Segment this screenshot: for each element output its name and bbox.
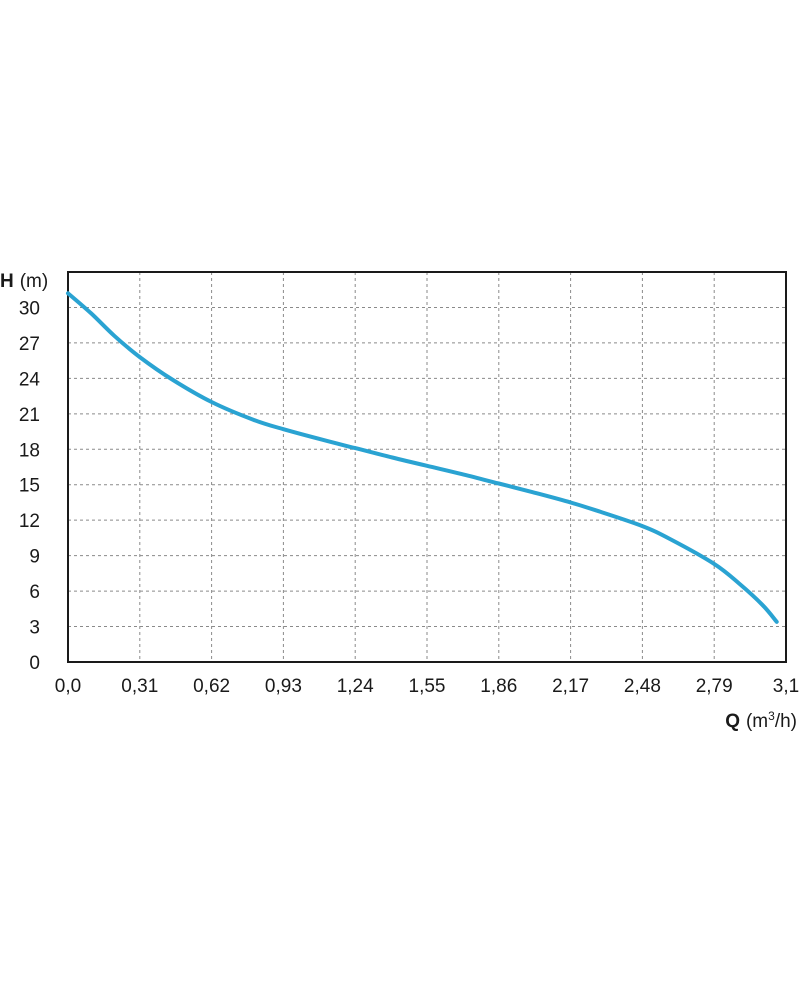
x-tick-label: 2,79 xyxy=(696,676,733,697)
pump-curve-line xyxy=(66,291,779,624)
y-axis-unit: (m) xyxy=(20,271,48,292)
x-axis-symbol: Q xyxy=(725,711,740,732)
y-tick-label: 18 xyxy=(19,440,40,461)
y-tick-label: 21 xyxy=(19,405,40,426)
x-tick-label: 2,48 xyxy=(624,676,661,697)
x-axis-unit-suffix: /h) xyxy=(775,711,797,732)
y-axis-symbol: H xyxy=(0,271,14,292)
plot-frame xyxy=(67,271,787,663)
y-tick-labels: 0 3 6 9 12 15 18 21 24 27 30 xyxy=(19,298,41,674)
y-tick-label: 27 xyxy=(19,334,40,355)
x-tick-label: 0,31 xyxy=(121,676,158,697)
y-tick-label: 6 xyxy=(29,582,40,603)
x-tick-label: 0,0 xyxy=(55,676,81,697)
series-group xyxy=(66,291,779,624)
x-tick-label: 2,17 xyxy=(552,676,589,697)
x-axis-unit-prefix: (m xyxy=(746,711,768,732)
x-tick-labels: 0,0 0,31 0,62 0,93 1,24 1,55 1,86 2,17 2,48 2,79 3… xyxy=(55,676,799,697)
y-tick-label: 24 xyxy=(19,369,41,390)
x-axis-label: Q (m3/h) xyxy=(725,709,797,732)
x-tick-label: 3,1 xyxy=(773,676,799,697)
y-tick-label: 15 xyxy=(19,476,40,497)
grid xyxy=(68,272,786,662)
x-tick-label: 1,86 xyxy=(480,676,517,697)
x-axis-unit-superscript: 3 xyxy=(768,709,775,723)
x-tick-label: 1,24 xyxy=(337,676,374,697)
y-tick-label: 0 xyxy=(29,653,40,674)
x-tick-label: 0,62 xyxy=(193,676,230,697)
y-axis-label: H (m) xyxy=(0,271,48,292)
y-tick-label: 30 xyxy=(19,298,40,319)
y-tick-label: 3 xyxy=(29,618,40,639)
y-tick-label: 9 xyxy=(29,547,40,568)
x-tick-label: 0,93 xyxy=(265,676,302,697)
x-tick-label: 1,55 xyxy=(409,676,446,697)
y-tick-label: 12 xyxy=(19,511,40,532)
